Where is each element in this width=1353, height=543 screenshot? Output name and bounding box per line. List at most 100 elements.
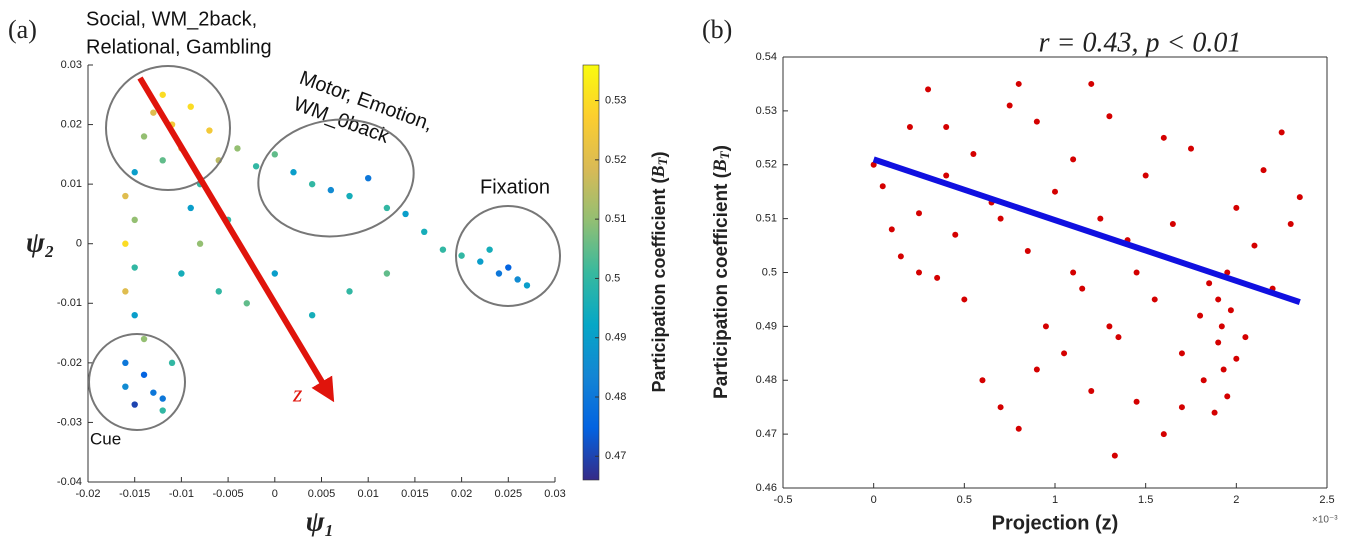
point bbox=[122, 359, 129, 367]
point bbox=[1160, 431, 1167, 438]
point bbox=[150, 389, 157, 396]
y-tick-label: 0.47 bbox=[756, 428, 777, 440]
label-part: ) bbox=[711, 145, 732, 151]
y-tick-label: 0.48 bbox=[756, 374, 777, 386]
point bbox=[1133, 269, 1140, 276]
x-axis-label: ψ₁ bbox=[306, 506, 334, 537]
cluster-outline bbox=[455, 205, 561, 307]
point bbox=[215, 288, 222, 295]
point bbox=[1242, 334, 1249, 341]
y-tick-label: -0.03 bbox=[57, 416, 82, 428]
point bbox=[870, 161, 877, 168]
point bbox=[1287, 221, 1294, 228]
point bbox=[1088, 80, 1095, 87]
chart-title: r = 0.43, p < 0.01 bbox=[1039, 27, 1242, 58]
point bbox=[1006, 102, 1013, 109]
point bbox=[1197, 312, 1204, 319]
panel-a: (a) ψ₁ ψ₂ Social, WM_2back, Relational, … bbox=[8, 8, 670, 537]
point bbox=[1169, 221, 1176, 228]
x-tick-label: 0 bbox=[871, 494, 877, 506]
point bbox=[934, 274, 941, 281]
point bbox=[131, 312, 138, 319]
point bbox=[402, 210, 409, 218]
point bbox=[243, 300, 250, 307]
colorbar-tick-label: 0.48 bbox=[605, 391, 626, 403]
point bbox=[1106, 323, 1113, 330]
point bbox=[1024, 247, 1031, 254]
y-tick-label: 0.52 bbox=[756, 159, 777, 171]
x-tick-label: 2 bbox=[1233, 494, 1239, 506]
point bbox=[308, 180, 316, 188]
point bbox=[346, 192, 353, 200]
point bbox=[1133, 398, 1140, 405]
point bbox=[271, 151, 278, 158]
y-tick-label: 0.46 bbox=[756, 482, 777, 494]
label-part: B bbox=[648, 165, 668, 178]
point bbox=[523, 282, 531, 289]
y-axis-label: ψ₂ bbox=[26, 227, 54, 258]
direction-arrow bbox=[137, 76, 335, 403]
point bbox=[308, 312, 316, 319]
colorbar-label: Participation coefficient (BT) bbox=[648, 151, 670, 392]
x-tick-label: -0.005 bbox=[212, 488, 243, 500]
point bbox=[1015, 80, 1022, 87]
point bbox=[140, 371, 148, 378]
point bbox=[1052, 188, 1058, 195]
point bbox=[1070, 156, 1077, 163]
point bbox=[439, 246, 447, 253]
point bbox=[421, 228, 428, 235]
point bbox=[916, 269, 922, 276]
panel-label: (a) bbox=[8, 15, 37, 44]
label-part: B bbox=[710, 159, 731, 173]
point bbox=[486, 246, 493, 253]
panel-label: (b) bbox=[702, 15, 732, 44]
point bbox=[187, 103, 194, 110]
colorbar-tick-label: 0.47 bbox=[605, 450, 626, 462]
y-tick-label: 0.54 bbox=[756, 51, 777, 63]
y-tick-label: 0.02 bbox=[61, 118, 82, 130]
point bbox=[1233, 355, 1240, 362]
point bbox=[1220, 366, 1227, 373]
panel-b: (b) r = 0.43, p < 0.01 Projection (z) ×1… bbox=[702, 15, 1338, 534]
x-tick-label: -0.015 bbox=[119, 488, 150, 500]
point bbox=[159, 407, 166, 414]
y-tick-label: 0.49 bbox=[756, 320, 777, 332]
point bbox=[327, 186, 335, 194]
y-tick-label: 0.51 bbox=[756, 213, 777, 225]
annotation: Social, WM_2back, bbox=[86, 8, 257, 30]
y-tick-label: 0.03 bbox=[61, 59, 82, 71]
point bbox=[159, 395, 166, 402]
point bbox=[906, 124, 913, 131]
point bbox=[1206, 280, 1213, 287]
label-part: ) bbox=[649, 151, 669, 157]
point bbox=[1233, 204, 1240, 211]
annotation: Fixation bbox=[480, 176, 550, 198]
point bbox=[888, 226, 895, 233]
point bbox=[168, 359, 176, 367]
point bbox=[1015, 425, 1022, 432]
y-axis-label: Participation coefficient (BT) bbox=[710, 145, 732, 399]
point bbox=[477, 258, 484, 265]
x-tick-label: 1 bbox=[1052, 494, 1058, 506]
x-tick-label: 0.03 bbox=[544, 488, 565, 500]
point bbox=[1061, 350, 1068, 357]
point bbox=[1200, 377, 1207, 384]
point bbox=[1079, 285, 1086, 292]
cluster-outline bbox=[88, 333, 186, 431]
x-tick-label: 0.025 bbox=[495, 488, 523, 500]
point bbox=[514, 276, 521, 283]
x-tick-label: -0.5 bbox=[774, 494, 793, 506]
point bbox=[252, 163, 260, 170]
point bbox=[346, 288, 353, 295]
x-tick-label: 0.005 bbox=[308, 488, 336, 500]
fit-line bbox=[872, 156, 1301, 305]
colorbar-tick-label: 0.53 bbox=[605, 94, 626, 106]
x-tick-label: 0.01 bbox=[357, 488, 378, 500]
point bbox=[1211, 409, 1218, 416]
colorbar-tick-label: 0.49 bbox=[605, 332, 626, 344]
point bbox=[178, 270, 185, 277]
annotation: Cue bbox=[90, 429, 121, 448]
point bbox=[1115, 334, 1122, 341]
point bbox=[1260, 167, 1267, 174]
point bbox=[383, 270, 391, 277]
